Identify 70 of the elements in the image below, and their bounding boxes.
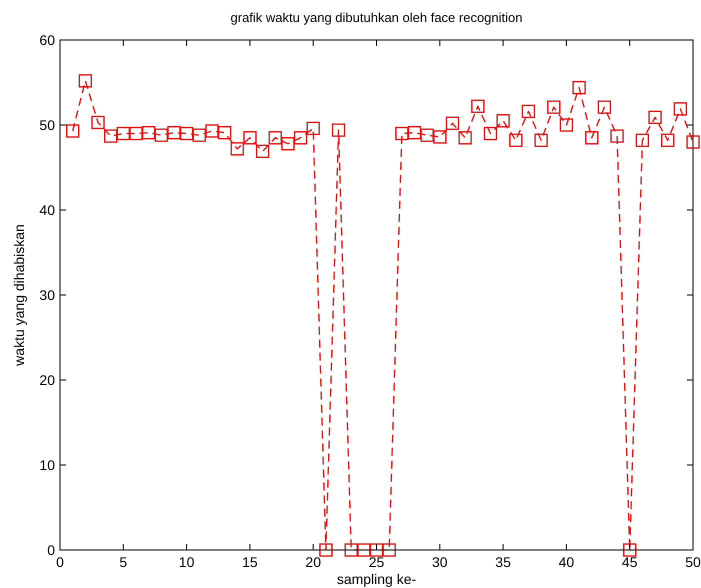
y-tick-label: 20: [39, 372, 56, 388]
point: [142, 126, 156, 140]
point: [78, 74, 92, 88]
x-tick-label: 20: [305, 554, 322, 570]
point: [180, 126, 194, 140]
point: [370, 543, 384, 557]
chart-title: grafik waktu yang dibutuhkan oleh face recognition: [230, 10, 522, 25]
point: [243, 131, 257, 144]
point: [230, 142, 244, 156]
point: [420, 128, 434, 142]
point: [268, 131, 282, 144]
point: [496, 114, 510, 128]
point: [585, 131, 598, 144]
point: [192, 128, 206, 142]
point: [534, 134, 548, 147]
y-tick-label: 60: [39, 32, 56, 48]
point: [686, 135, 700, 149]
point: [294, 131, 308, 144]
point: [509, 134, 522, 147]
point: [674, 102, 687, 116]
point: [623, 543, 636, 557]
point: [610, 129, 624, 143]
point: [104, 129, 118, 143]
point: [446, 116, 460, 130]
x-tick-label: 35: [495, 554, 512, 570]
x-tick-label: 50: [685, 554, 701, 570]
point: [408, 126, 422, 140]
point: [522, 104, 536, 118]
y-tick-label: 10: [39, 457, 56, 473]
point: [129, 126, 143, 140]
x-axis-title: sampling ke-: [336, 571, 417, 587]
point: [205, 124, 219, 138]
point: [218, 126, 232, 140]
point: [357, 543, 370, 557]
point: [598, 100, 612, 114]
point: [471, 100, 484, 113]
y-tick-label: 40: [39, 202, 56, 218]
point: [547, 100, 560, 114]
y-tick-label: 30: [39, 287, 56, 303]
point: [116, 126, 130, 140]
point: [395, 126, 408, 140]
point: [154, 128, 168, 142]
point: [344, 543, 358, 557]
point: [433, 130, 446, 144]
point: [306, 122, 320, 136]
point: [484, 126, 498, 140]
point: [382, 543, 396, 557]
y-axis-title: waktu yang dihabiskan: [11, 224, 27, 367]
point: [319, 543, 333, 557]
y-tick-label: 50: [39, 117, 56, 133]
x-tick-label: 40: [558, 554, 574, 570]
point: [661, 134, 674, 147]
point: [256, 144, 270, 158]
point: [66, 124, 80, 138]
x-tick-label: 30: [432, 554, 448, 570]
point: [281, 137, 295, 150]
point: [458, 131, 472, 144]
point: [332, 123, 346, 137]
x-tick-label: 10: [178, 554, 195, 570]
x-tick-label: 15: [242, 554, 258, 570]
point: [91, 116, 105, 130]
point: [572, 80, 586, 94]
x-tick-label: 5: [119, 554, 128, 570]
point: [648, 110, 662, 124]
y-tick-label: 0: [47, 542, 56, 558]
point: [560, 118, 574, 132]
point: [167, 126, 181, 140]
point: [636, 134, 650, 147]
x-tick-label: 45: [622, 554, 638, 570]
x-tick-label: 25: [368, 554, 384, 570]
